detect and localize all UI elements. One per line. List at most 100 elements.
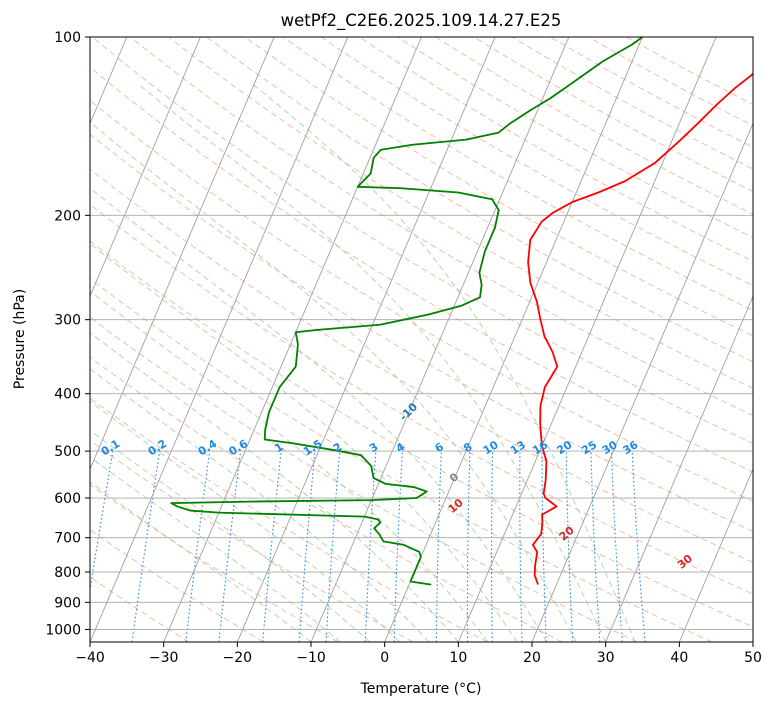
isotherm-line — [90, 37, 201, 298]
dry-adiabat — [90, 66, 753, 473]
isotherm-line — [384, 37, 643, 642]
dry-adiabat — [435, 37, 753, 215]
dry-adiabat — [90, 168, 753, 563]
dewpoint-line — [170, 37, 644, 586]
isotherm-label: -10 — [397, 400, 420, 423]
mixing-ratio-label: 20 — [555, 438, 575, 457]
isotherm-line — [531, 122, 753, 642]
x-axis-title: Temperature (°C) — [360, 681, 482, 697]
isotherm-line — [457, 37, 717, 642]
plot-frame — [89, 36, 754, 643]
mixing-ratio-label: 13 — [508, 438, 528, 457]
y-axis-title: Pressure (hPa) — [12, 289, 28, 389]
isotherm-label: 0 — [447, 470, 462, 485]
y-tick-label: 700 — [54, 531, 81, 547]
moist-adiabat — [90, 187, 548, 642]
dry-adiabat — [90, 356, 563, 642]
moist-adiabat — [90, 368, 430, 642]
dry-adiabat — [90, 576, 190, 642]
isotherm-line — [752, 640, 753, 642]
moist-adiabat — [90, 121, 577, 642]
mixing-ratio-line — [218, 451, 242, 642]
mixing-ratio-label: 10 — [481, 438, 501, 457]
mixing-ratio-line — [185, 451, 211, 642]
x-tick-label: −30 — [149, 650, 179, 666]
mixing-ratio-line — [298, 451, 316, 642]
moist-adiabat — [90, 331, 459, 642]
chart-title: wetPf2_C2E6.2025.109.14.27.E25 — [281, 11, 562, 31]
mixing-ratio-label: 36 — [621, 438, 641, 457]
y-tick-label: 900 — [54, 595, 81, 611]
mixing-ratio-line — [435, 451, 442, 642]
y-tick-label: 200 — [54, 208, 81, 224]
mixing-ratio-label: 0.6 — [227, 437, 251, 459]
isotherm-line — [678, 467, 753, 642]
isotherm-line — [90, 37, 275, 471]
mixing-ratio-line — [610, 451, 623, 642]
moist-adiabat — [90, 290, 489, 642]
mixing-ratio-line — [519, 451, 523, 642]
dry-adiabat — [168, 37, 753, 389]
x-tick-label: 40 — [670, 650, 688, 666]
mixing-ratio-label: 0.4 — [196, 437, 220, 459]
grid-lines — [90, 37, 753, 642]
mixing-ratio-label: 25 — [579, 438, 599, 457]
dry-adiabat — [130, 37, 753, 417]
moist-adiabat — [251, 83, 636, 642]
y-tick-label: 300 — [54, 313, 81, 329]
mixing-ratio-line — [466, 451, 471, 642]
mixing-ratio-line — [491, 451, 494, 642]
x-tick-label: 10 — [449, 650, 467, 666]
y-tick-label: 500 — [54, 444, 81, 460]
mixing-ratio-label: 1.5 — [301, 437, 324, 458]
dry-adiabat-label: 20 — [557, 523, 577, 543]
dry-adiabat — [282, 37, 753, 312]
mixing-ratio-line — [631, 451, 646, 642]
x-tick-label: 30 — [597, 650, 615, 666]
mixing-ratio-line — [565, 451, 574, 642]
isotherm-line — [90, 37, 349, 642]
dry-adiabat — [90, 133, 753, 533]
mixing-ratio-label: 3 — [367, 440, 380, 455]
isotherm-label: -80 — [0, 152, 10, 175]
isotherm-line — [310, 37, 570, 642]
y-tick-label: 600 — [54, 491, 81, 507]
dry-adiabat — [549, 37, 753, 148]
y-tick-label: 1000 — [45, 622, 81, 638]
mixing-ratio-line — [131, 451, 161, 642]
y-axis: 100 200 300 400 500 600 700 800 900 1000 — [45, 30, 90, 638]
dry-adiabat — [90, 316, 638, 642]
moist-adiabat — [90, 456, 341, 642]
isotherm-line — [163, 37, 422, 642]
dry-adiabat-label: 30 — [675, 552, 695, 572]
mixing-ratio-label: 8 — [461, 440, 474, 455]
x-tick-label: −40 — [75, 650, 105, 666]
dry-adiabat — [588, 37, 753, 127]
y-tick-label: 100 — [54, 30, 81, 46]
dry-adiabat — [206, 37, 753, 363]
x-tick-label: −20 — [223, 650, 253, 666]
dry-adiabat — [90, 278, 712, 642]
dry-adiabat — [244, 37, 753, 337]
mixing-ratio-label: 6 — [433, 440, 447, 455]
mixing-ratio-line — [90, 451, 114, 594]
dry-adiabat — [511, 37, 753, 170]
x-tick-label: 50 — [744, 650, 762, 666]
x-tick-label: 0 — [380, 650, 389, 666]
dry-adiabat — [90, 529, 264, 642]
y-tick-label: 400 — [54, 387, 81, 403]
mixing-ratio-label: 30 — [600, 438, 620, 457]
temperature-line — [527, 72, 753, 585]
moist-adiabat — [137, 83, 607, 642]
mixing-ratio-label: 2 — [331, 440, 344, 455]
x-axis: −40 −30 −20 −10 0 10 20 30 40 50 — [75, 642, 762, 666]
x-tick-label: −10 — [296, 650, 326, 666]
y-tick-label: 800 — [54, 565, 81, 581]
moist-adiabat — [90, 242, 518, 642]
isotherm-line — [236, 37, 496, 642]
moist-adiabat — [90, 400, 400, 642]
background-lines — [90, 37, 753, 642]
dry-adiabat — [91, 37, 753, 445]
dry-adiabat — [90, 203, 753, 595]
